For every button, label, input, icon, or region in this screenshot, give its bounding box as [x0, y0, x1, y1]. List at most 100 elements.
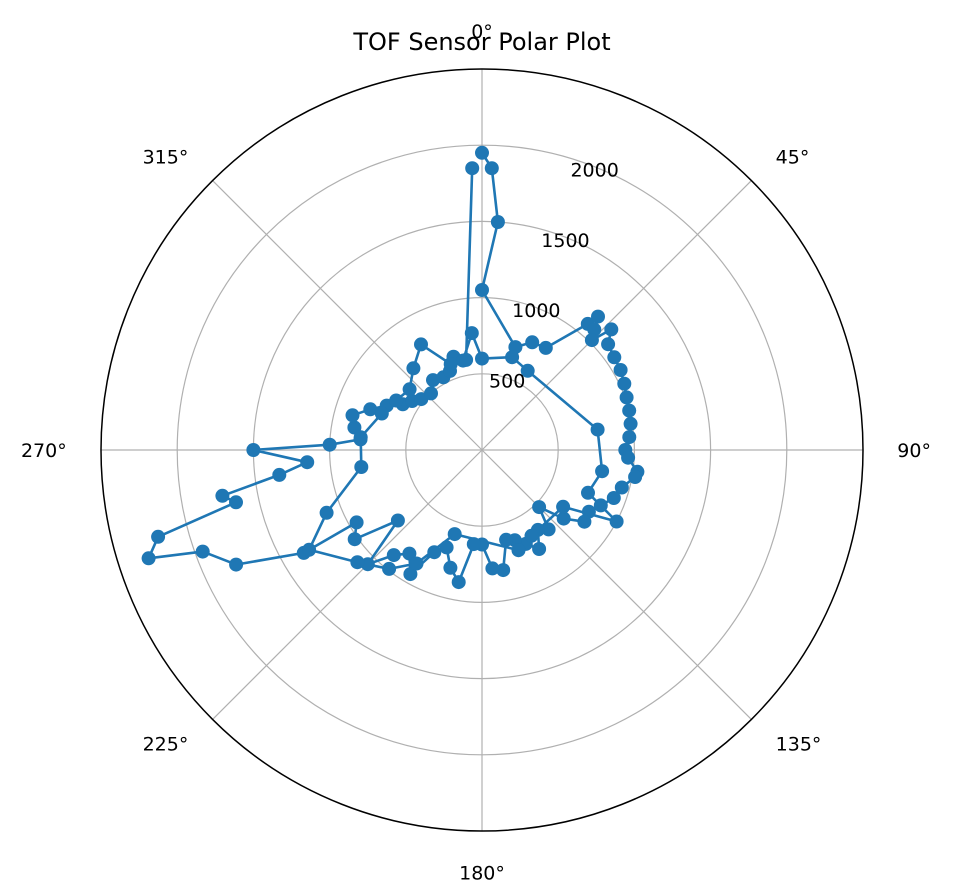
data-point	[319, 505, 334, 520]
data-point	[475, 283, 489, 297]
data-point	[524, 528, 539, 543]
data-point	[623, 416, 638, 431]
data-point	[195, 544, 210, 559]
grid-layer	[100, 68, 864, 832]
data-point	[541, 522, 556, 537]
data-point	[409, 556, 424, 571]
data-point	[496, 563, 511, 578]
data-point	[466, 537, 481, 552]
data-point	[499, 532, 514, 547]
data-point	[347, 532, 362, 547]
theta-tick-label-4: 180°	[459, 862, 505, 882]
data-point	[363, 402, 378, 417]
outer-ring	[100, 68, 864, 832]
data-point	[386, 548, 401, 563]
data-point	[215, 488, 230, 503]
data-point	[229, 557, 244, 572]
r-tick-label-1: 1000	[512, 300, 560, 322]
data-point	[402, 382, 417, 397]
data-point	[402, 546, 417, 561]
data-point	[581, 485, 595, 500]
data-point	[556, 511, 571, 526]
data-point	[439, 540, 454, 555]
data-point	[322, 437, 337, 452]
data-point	[443, 357, 458, 372]
data-point	[485, 561, 500, 576]
data-point	[475, 351, 489, 366]
data-point	[622, 430, 637, 445]
theta-tick-label-2: 90°	[897, 440, 931, 462]
theta-tick-label-5: 225°	[143, 734, 189, 756]
r-tick-label-0: 500	[489, 371, 525, 393]
data-point	[374, 406, 389, 421]
r-tick-label-3: 2000	[570, 159, 618, 181]
data-point	[390, 513, 405, 528]
data-point	[484, 161, 499, 176]
data-point	[607, 350, 622, 365]
data-point	[350, 555, 365, 570]
theta-tick-label-3: 135°	[776, 734, 822, 756]
data-point	[464, 326, 479, 341]
data-point	[621, 450, 636, 465]
chart-title: TOF Sensor Polar Plot	[352, 28, 610, 56]
data-point	[389, 393, 404, 408]
data-point	[151, 529, 166, 544]
data-point	[475, 145, 489, 160]
data-point	[345, 408, 360, 423]
theta-tick-label-7: 315°	[143, 146, 189, 168]
data-point	[490, 215, 505, 229]
data-point	[302, 542, 317, 557]
data-point	[505, 350, 520, 365]
data-point	[591, 309, 605, 324]
data-point	[577, 514, 592, 529]
data-point	[465, 161, 480, 176]
data-point	[538, 340, 553, 355]
theta-tick-label-0: 0°	[471, 21, 493, 43]
data-point	[614, 480, 629, 495]
angular-grid-line-5	[212, 449, 483, 720]
data-point	[511, 543, 526, 558]
data-point	[606, 491, 621, 505]
data-point	[447, 527, 462, 542]
theta-tick-label-6: 270°	[21, 440, 67, 462]
data-point	[628, 470, 643, 484]
data-point	[609, 514, 624, 529]
data-point	[595, 464, 610, 479]
data-point	[300, 455, 315, 470]
theta-tick-label-1: 45°	[776, 146, 810, 168]
data-point	[525, 335, 540, 350]
r-tick-label-2: 1500	[541, 230, 589, 252]
data-point	[424, 386, 438, 401]
label-layer: 0° 45° 90° 135° 180° 225° 270° 315° 500 1000 1500 2…	[21, 21, 931, 882]
data-point	[622, 403, 637, 418]
data-point	[590, 422, 605, 437]
data-point	[617, 376, 632, 391]
data-point	[601, 337, 616, 352]
data-point	[403, 567, 418, 582]
data-point	[246, 443, 261, 457]
data-point	[587, 322, 602, 337]
data-point	[406, 361, 421, 376]
data-point	[382, 561, 397, 576]
data-point	[584, 333, 599, 348]
data-point	[556, 499, 571, 514]
data-point	[593, 498, 608, 513]
data-point	[141, 551, 156, 566]
data-point	[619, 390, 634, 405]
data-point	[414, 337, 428, 352]
data-point	[604, 322, 619, 337]
data-point	[613, 363, 628, 377]
data-point	[272, 467, 287, 482]
data-point	[354, 460, 369, 474]
data-point	[349, 515, 364, 530]
data-point	[459, 352, 474, 367]
data-point	[520, 363, 535, 378]
data-point	[532, 542, 547, 556]
series-layer	[141, 145, 645, 590]
data-point	[360, 557, 375, 572]
data-point	[443, 560, 458, 575]
data-point	[532, 500, 547, 515]
data-point	[451, 575, 466, 590]
